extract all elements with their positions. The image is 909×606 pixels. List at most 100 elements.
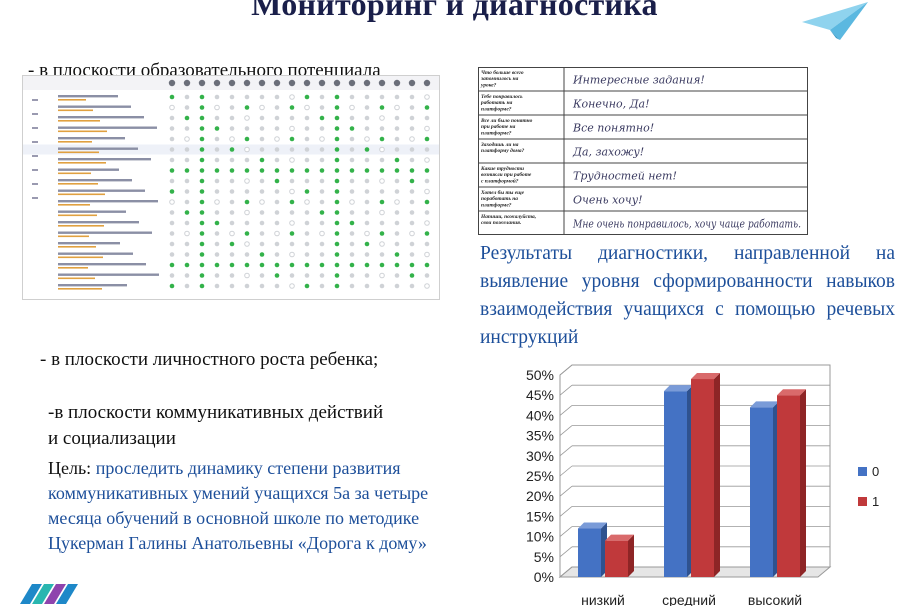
progress-dot — [184, 241, 190, 247]
progress-dot — [289, 199, 295, 205]
row-sublabel-line — [58, 109, 93, 112]
progress-dot — [349, 147, 355, 152]
avatar-icon — [378, 79, 386, 87]
progress-dot — [424, 115, 430, 121]
progress-dot — [319, 199, 325, 205]
progress-dot — [199, 94, 205, 100]
progress-dot — [379, 209, 385, 216]
progress-dot — [259, 231, 265, 236]
progress-dot — [259, 252, 265, 257]
progress-dot — [304, 157, 310, 163]
progress-dot — [394, 273, 400, 278]
progress-dot — [199, 252, 205, 257]
progress-dot — [274, 147, 280, 152]
progress-dot — [364, 283, 370, 289]
progress-dot — [244, 178, 250, 184]
progress-dot — [379, 189, 385, 194]
avatar-icon — [363, 79, 371, 87]
avatar-icon — [213, 79, 221, 87]
progress-dot — [304, 115, 310, 121]
row-sublabel-line — [58, 151, 99, 154]
progress-dot — [259, 189, 265, 194]
platform-screenshot — [22, 75, 440, 300]
goal-text: проследить динамику степени развития ком… — [48, 458, 429, 553]
progress-dot — [394, 252, 400, 257]
progress-dot — [184, 199, 190, 205]
progress-dot — [334, 283, 340, 289]
progress-dot — [169, 220, 175, 226]
y-tick-label: 5% — [534, 549, 554, 565]
progress-dot — [334, 231, 340, 236]
progress-dot — [319, 115, 325, 121]
row-sublabel-line — [58, 204, 90, 206]
progress-dot — [319, 126, 325, 131]
progress-dot — [199, 126, 205, 131]
x-category-label: низкий — [581, 592, 625, 606]
survey-answer: Конечно, Да! — [572, 97, 650, 110]
progress-dot — [424, 283, 430, 289]
progress-dot — [199, 241, 205, 247]
progress-dot — [334, 147, 340, 152]
progress-dot — [169, 115, 175, 121]
goal-paragraph: Цель: проследить динамику степени развит… — [48, 456, 468, 556]
progress-dot — [409, 105, 415, 110]
side-index-line — [32, 99, 38, 101]
progress-dot — [274, 273, 280, 278]
progress-dot — [259, 147, 265, 152]
progress-dot — [349, 231, 355, 236]
progress-dot — [199, 168, 205, 173]
row-label-line — [58, 231, 152, 234]
progress-dot — [409, 220, 415, 226]
row-sublabel-line — [58, 141, 92, 143]
row-sublabel-line — [58, 225, 104, 227]
bar-top — [777, 389, 806, 396]
progress-dot — [184, 230, 190, 237]
avatar-icon — [288, 79, 296, 87]
progress-dot — [409, 262, 415, 268]
progress-dot — [424, 220, 430, 226]
progress-dot — [199, 189, 205, 194]
progress-dot — [274, 210, 280, 215]
progress-dot — [409, 273, 415, 278]
bar-top — [578, 522, 607, 529]
progress-dot — [424, 105, 430, 110]
progress-dot — [319, 105, 325, 110]
progress-dot — [364, 105, 370, 110]
progress-dot — [169, 199, 175, 205]
progress-dot — [319, 283, 325, 289]
progress-dot — [169, 168, 175, 173]
side-index-line — [32, 197, 38, 199]
progress-dot — [214, 115, 220, 121]
progress-dot — [424, 147, 430, 152]
progress-dot — [424, 125, 430, 132]
progress-dot — [304, 168, 310, 173]
progress-dot — [214, 199, 220, 205]
progress-dot — [169, 178, 175, 184]
progress-dot — [274, 252, 280, 257]
side-index-line — [32, 155, 38, 157]
survey-question: Напиши, пожалуйста, свои пожелания. — [480, 213, 536, 226]
progress-dot — [349, 136, 355, 142]
progress-dot — [409, 94, 415, 100]
row-sublabel-line — [58, 246, 96, 248]
progress-dot — [259, 104, 265, 111]
progress-dot — [349, 252, 355, 257]
progress-dot — [409, 210, 415, 215]
bar-top — [691, 373, 720, 380]
progress-dot — [184, 189, 190, 194]
avatar-icon — [318, 79, 326, 87]
progress-dot — [364, 220, 370, 226]
avatar-icon — [243, 79, 251, 87]
progress-dot — [229, 126, 235, 131]
row-label-line — [58, 221, 139, 224]
progress-dot — [364, 136, 370, 142]
progress-dot — [364, 199, 370, 205]
progress-dot — [304, 252, 310, 257]
side-index-line — [32, 141, 38, 143]
progress-dot — [349, 178, 355, 184]
progress-dot — [364, 210, 370, 215]
avatar-icon — [183, 79, 191, 87]
progress-dot — [349, 220, 355, 226]
row-label-line — [58, 137, 125, 140]
progress-dot — [184, 105, 190, 110]
